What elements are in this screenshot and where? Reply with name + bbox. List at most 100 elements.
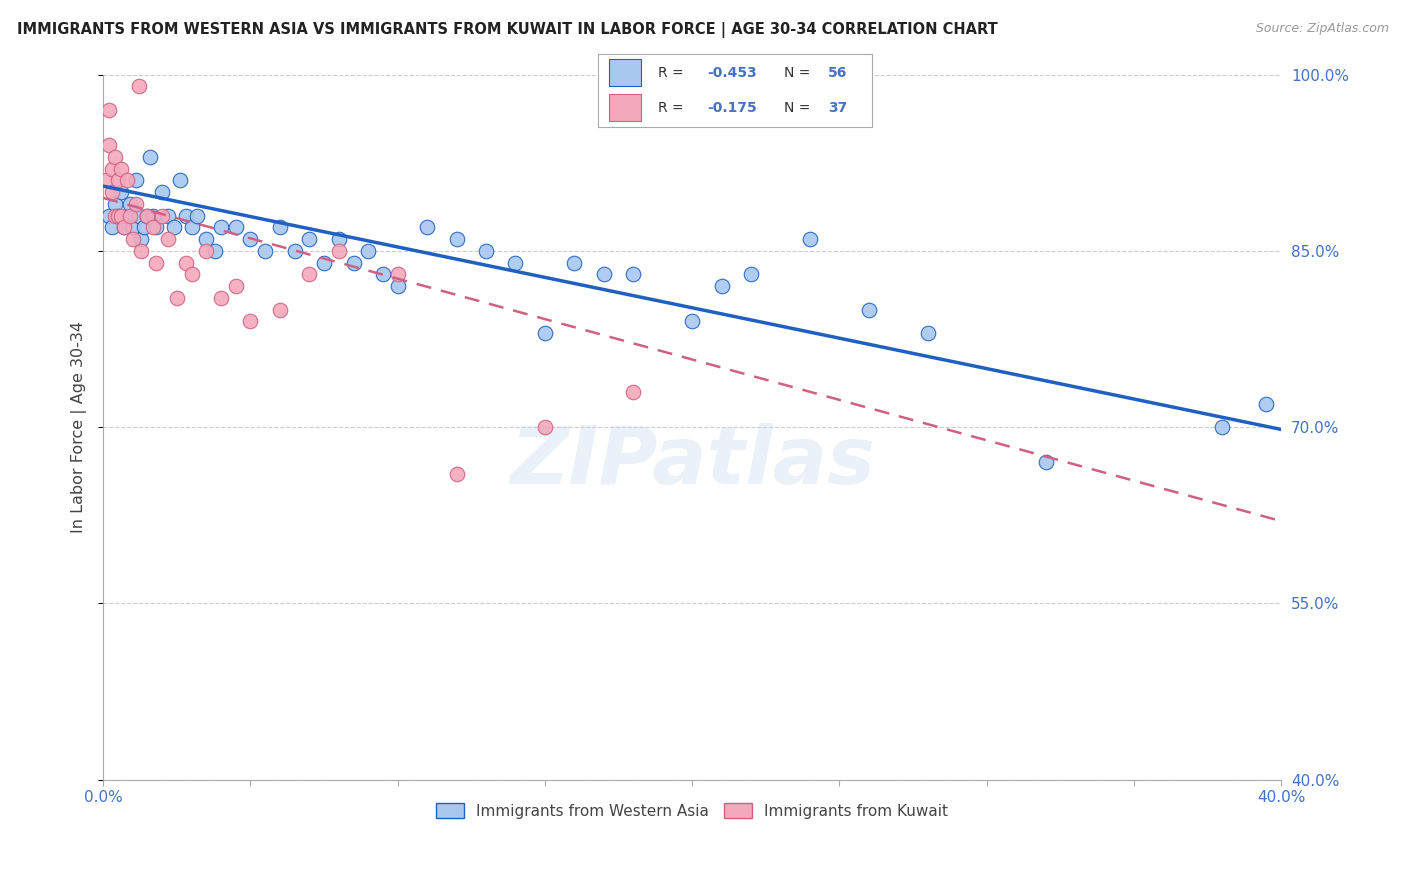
Point [166, 291, 188, 305]
Point [131, 232, 153, 246]
Text: R =: R = [658, 65, 688, 79]
Point [136, 209, 159, 223]
Point [110, 209, 132, 223]
Point [174, 255, 197, 269]
Point [104, 150, 127, 164]
Point [96, 173, 118, 187]
Text: R =: R = [658, 101, 688, 115]
Point [180, 220, 202, 235]
Point [107, 209, 129, 223]
Point [284, 244, 307, 258]
Point [115, 209, 138, 223]
Legend: Immigrants from Western Asia, Immigrants from Kuwait: Immigrants from Western Asia, Immigrants… [430, 797, 955, 825]
Point [195, 244, 218, 258]
Bar [609, 95, 641, 120]
Point [110, 161, 132, 176]
Point [112, 220, 135, 235]
Point [128, 79, 150, 94]
Point [174, 209, 197, 223]
Point [621, 268, 644, 282]
Point [121, 232, 143, 246]
Point [112, 220, 135, 235]
Point [142, 209, 165, 223]
Point [416, 220, 439, 235]
Point [209, 220, 232, 235]
Text: 37: 37 [828, 101, 846, 115]
Point [269, 302, 291, 317]
Point [134, 220, 156, 235]
Text: -0.175: -0.175 [707, 101, 756, 115]
Point [136, 209, 159, 223]
Point [371, 268, 394, 282]
Point [917, 326, 939, 340]
Point [156, 232, 179, 246]
Point [124, 173, 146, 187]
Point [446, 467, 468, 481]
Point [145, 255, 167, 269]
Point [107, 173, 129, 187]
Point [145, 220, 167, 235]
Point [195, 232, 218, 246]
Text: Source: ZipAtlas.com: Source: ZipAtlas.com [1256, 22, 1389, 36]
Point [121, 220, 143, 235]
Point [131, 244, 153, 258]
Point [118, 196, 141, 211]
Point [564, 255, 586, 269]
Bar [609, 60, 641, 86]
Point [101, 185, 124, 199]
Point [387, 279, 409, 293]
Point [225, 220, 247, 235]
Text: -0.453: -0.453 [707, 65, 756, 79]
Point [298, 232, 321, 246]
Point [104, 209, 127, 223]
Point [150, 209, 173, 223]
Point [104, 196, 127, 211]
Point [342, 255, 364, 269]
Text: N =: N = [785, 65, 814, 79]
Point [1035, 455, 1057, 469]
Point [124, 196, 146, 211]
Text: IMMIGRANTS FROM WESTERN ASIA VS IMMIGRANTS FROM KUWAIT IN LABOR FORCE | AGE 30-3: IMMIGRANTS FROM WESTERN ASIA VS IMMIGRAN… [17, 22, 998, 38]
Point [110, 185, 132, 199]
Text: ZIPatlas: ZIPatlas [509, 424, 875, 501]
Point [101, 220, 124, 235]
Point [98, 138, 121, 153]
Point [150, 185, 173, 199]
Y-axis label: In Labor Force | Age 30-34: In Labor Force | Age 30-34 [72, 321, 87, 533]
Point [298, 268, 321, 282]
Point [142, 220, 165, 235]
Point [239, 314, 262, 328]
Point [115, 173, 138, 187]
Point [269, 220, 291, 235]
Point [169, 173, 191, 187]
Point [209, 291, 232, 305]
Point [681, 314, 703, 328]
Point [98, 209, 121, 223]
Point [139, 150, 162, 164]
Text: N =: N = [785, 101, 814, 115]
Point [592, 268, 614, 282]
Point [710, 279, 733, 293]
Point [328, 232, 350, 246]
Point [128, 209, 150, 223]
Point [328, 244, 350, 258]
Point [186, 209, 208, 223]
Point [204, 244, 226, 258]
Point [799, 232, 821, 246]
Point [98, 103, 121, 117]
Point [118, 209, 141, 223]
Point [107, 209, 129, 223]
Point [387, 268, 409, 282]
Point [156, 209, 179, 223]
Point [534, 326, 557, 340]
Point [475, 244, 498, 258]
Point [740, 268, 762, 282]
Point [1256, 396, 1278, 410]
Point [239, 232, 262, 246]
Point [163, 220, 186, 235]
Point [858, 302, 880, 317]
Point [312, 255, 335, 269]
Point [357, 244, 380, 258]
Point [1211, 420, 1233, 434]
Point [225, 279, 247, 293]
